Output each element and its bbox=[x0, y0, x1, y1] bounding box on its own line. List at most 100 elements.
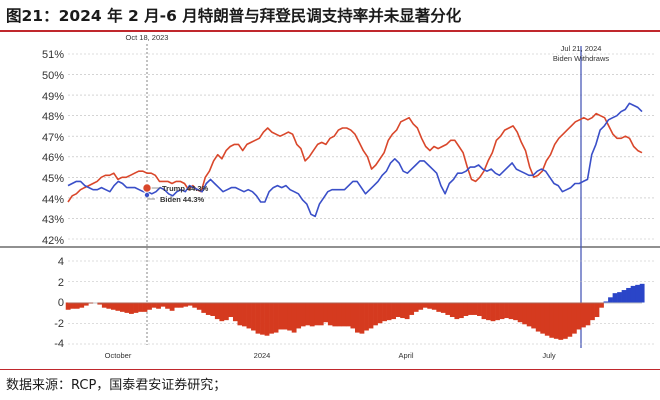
upper-series-lines bbox=[67, 102, 643, 218]
spread-bar bbox=[228, 302, 234, 318]
spread-bar bbox=[635, 284, 641, 303]
trump-value-label: Trump 44.3% bbox=[162, 184, 209, 193]
spread-bar bbox=[580, 302, 586, 328]
biden-line bbox=[67, 102, 643, 218]
upper-line-panel: 51% 50% 49% 48% 47% 46% 45% 44% 43% 42% … bbox=[0, 33, 660, 348]
spread-bar bbox=[138, 302, 143, 312]
spread-bars bbox=[65, 283, 645, 340]
lower-spread-panel: 4 2 0 -2 -4 October 2024 April July bbox=[54, 256, 655, 360]
spread-bar bbox=[463, 302, 469, 316]
spread-bar bbox=[65, 302, 71, 310]
spread-bar bbox=[508, 302, 514, 320]
spread-bar bbox=[350, 302, 356, 329]
spread-bar bbox=[431, 302, 437, 310]
spread-bar bbox=[359, 302, 365, 334]
spread-bar bbox=[486, 302, 491, 321]
spread-bar bbox=[422, 302, 428, 308]
chart-area: 51% 50% 49% 48% 47% 46% 45% 44% 43% 42% … bbox=[0, 33, 660, 360]
spread-bar bbox=[513, 302, 519, 321]
spread-bar bbox=[192, 302, 198, 308]
spread-bar bbox=[332, 302, 338, 327]
spread-bar bbox=[576, 302, 582, 330]
y-tick-label: 0 bbox=[58, 297, 64, 309]
y-tick-label: 44% bbox=[42, 194, 64, 206]
spread-bar bbox=[205, 302, 211, 315]
biden-oct-marker bbox=[144, 192, 150, 198]
spread-bar bbox=[323, 302, 329, 323]
spread-bar bbox=[477, 302, 482, 316]
spread-bar bbox=[585, 302, 591, 326]
spread-bar bbox=[110, 302, 116, 310]
upper-gridlines bbox=[68, 53, 655, 240]
spread-bar bbox=[594, 302, 600, 318]
figure-title-bar: 图21：2024 年 2 月-6 月特朗普与拜登民调支持率并未显著分化 bbox=[0, 0, 660, 30]
spread-bar bbox=[630, 285, 636, 303]
spread-bar bbox=[142, 302, 148, 312]
spread-bar bbox=[639, 283, 645, 303]
spread-bar bbox=[341, 302, 347, 327]
spread-bar bbox=[368, 302, 374, 329]
y-tick-label: -2 bbox=[54, 318, 64, 330]
spread-bar bbox=[418, 302, 424, 310]
spread-bar bbox=[590, 302, 595, 321]
spread-bar bbox=[531, 302, 537, 329]
spread-bar bbox=[608, 297, 613, 303]
spread-bar bbox=[178, 302, 184, 308]
y-tick-label: -4 bbox=[54, 338, 64, 350]
spread-bar bbox=[490, 302, 496, 322]
y-tick-label: 4 bbox=[58, 256, 64, 268]
spread-bar bbox=[427, 302, 433, 309]
spread-bar bbox=[472, 302, 478, 315]
trump-oct-marker bbox=[142, 183, 152, 193]
y-tick-label: 45% bbox=[42, 173, 64, 185]
spread-bar bbox=[454, 302, 460, 320]
spread-bar bbox=[395, 302, 401, 318]
spread-bar bbox=[526, 302, 532, 327]
y-tick-label: 47% bbox=[42, 132, 64, 144]
spread-bar bbox=[436, 302, 442, 312]
biden-value-label: Biden 44.3% bbox=[160, 195, 205, 204]
spread-bar bbox=[309, 302, 315, 327]
spread-bar bbox=[278, 302, 283, 330]
figure-title: 图21：2024 年 2 月-6 月特朗普与拜登民调支持率并未显著分化 bbox=[6, 7, 462, 25]
x-tick-label: April bbox=[398, 351, 413, 360]
biden-withdraws-annotation: Biden Withdraws bbox=[553, 54, 610, 63]
spread-bar bbox=[237, 302, 243, 326]
spread-bar bbox=[540, 302, 546, 334]
source-rule bbox=[0, 369, 660, 370]
spread-bar bbox=[449, 302, 455, 318]
spread-bar bbox=[251, 302, 256, 331]
oct-18-annotation: Oct 18, 2023 bbox=[126, 33, 169, 42]
spread-bar bbox=[196, 302, 202, 310]
spread-bar bbox=[201, 302, 207, 313]
spread-bar bbox=[287, 302, 293, 331]
y-tick-label: 43% bbox=[42, 214, 64, 226]
spread-bar bbox=[300, 302, 306, 327]
spread-bar bbox=[291, 302, 297, 333]
spread-bar bbox=[481, 302, 487, 320]
y-tick-label: 51% bbox=[42, 49, 64, 61]
spread-bar bbox=[151, 302, 157, 308]
spread-bar bbox=[599, 302, 604, 308]
spread-bar bbox=[495, 302, 500, 321]
spread-bar bbox=[74, 302, 80, 309]
spread-bar bbox=[115, 302, 121, 311]
spread-bar bbox=[626, 287, 631, 303]
spread-bar bbox=[571, 302, 577, 334]
spread-bar bbox=[264, 302, 270, 336]
spread-bar bbox=[97, 302, 103, 305]
spread-bar bbox=[165, 302, 170, 309]
spread-bar bbox=[223, 302, 229, 321]
spread-bar bbox=[413, 302, 419, 312]
spread-bar bbox=[70, 302, 76, 309]
spread-bar bbox=[83, 302, 89, 306]
spread-bar bbox=[156, 302, 161, 309]
spread-bar bbox=[544, 302, 550, 336]
spread-bar bbox=[318, 302, 324, 326]
spread-bar bbox=[183, 302, 189, 307]
spread-bar bbox=[458, 302, 464, 319]
spread-bar bbox=[210, 302, 216, 316]
y-tick-label: 49% bbox=[42, 91, 64, 103]
spread-bar bbox=[445, 302, 451, 315]
x-tick-label: July bbox=[542, 351, 556, 360]
